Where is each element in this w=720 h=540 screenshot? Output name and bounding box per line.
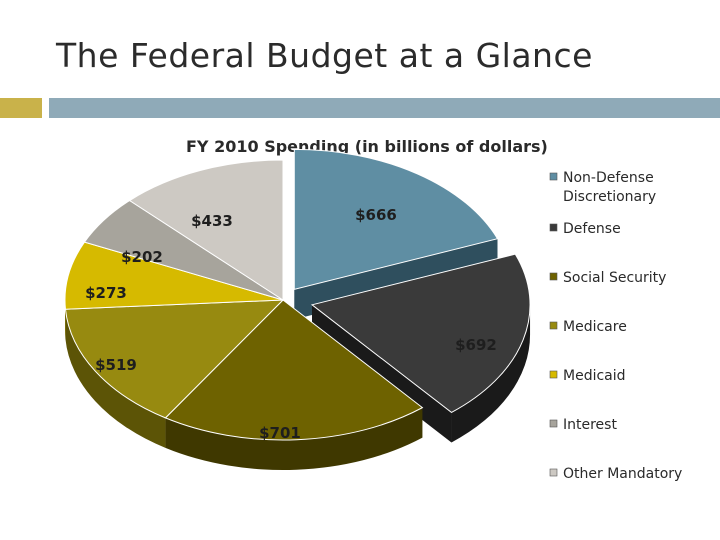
legend-entry-4: Medicare — [563, 319, 627, 335]
legend-swatch-6 — [549, 419, 558, 428]
pie-slice-medicare — [64, 299, 285, 419]
legend-swatch-4 — [549, 321, 558, 330]
data-label-5: $273 — [85, 284, 127, 302]
data-label-3: $701 — [259, 424, 301, 442]
legend-entry-5: Medicaid — [563, 368, 626, 384]
data-label-1: $666 — [355, 206, 397, 224]
pie-chart: FY 2010 Spending (in billions of dollars… — [64, 137, 682, 482]
data-label-4: $519 — [95, 356, 137, 374]
pie-side-3 — [165, 407, 423, 471]
pie-slice-other-mandatory — [128, 159, 284, 301]
pie-side-4 — [65, 309, 166, 448]
data-label-6: $202 — [121, 248, 163, 266]
accent-bar-left — [0, 98, 42, 118]
pie-labels: $666 $692 $701 $519 $273 $202 $433 — [85, 206, 497, 442]
data-label-2: $692 — [455, 336, 497, 354]
legend-entry-2: Defense — [563, 221, 621, 237]
pie-tops — [64, 148, 531, 441]
chart-title: FY 2010 Spending (in billions of dollars… — [186, 137, 548, 156]
accent-bar-right — [49, 98, 720, 118]
pie-slice-non-defense-discretionary — [293, 148, 499, 291]
legend-swatch-7 — [549, 468, 558, 477]
data-label-7: $433 — [191, 212, 233, 230]
legend-swatch-1 — [549, 172, 558, 181]
legend-swatch-5 — [549, 370, 558, 379]
legend-entry-1: Non-Defense Discretionary — [563, 170, 656, 205]
legend: Non-Defense Discretionary Defense Social Se… — [549, 170, 682, 482]
legend-swatch-3 — [549, 272, 558, 281]
pie-side-2 — [451, 304, 531, 443]
pie-slice-medicaid — [64, 241, 284, 310]
legend-swatch-2 — [549, 223, 558, 232]
legend-entry-3: Social Security — [563, 270, 666, 286]
legend-entry-7: Other Mandatory — [563, 466, 682, 482]
pie-slice-defense — [310, 253, 531, 414]
pie-slice-social-security — [164, 299, 424, 441]
legend-entry-6: Interest — [563, 417, 617, 433]
slide-title: The Federal Budget at a Glance — [56, 36, 593, 75]
